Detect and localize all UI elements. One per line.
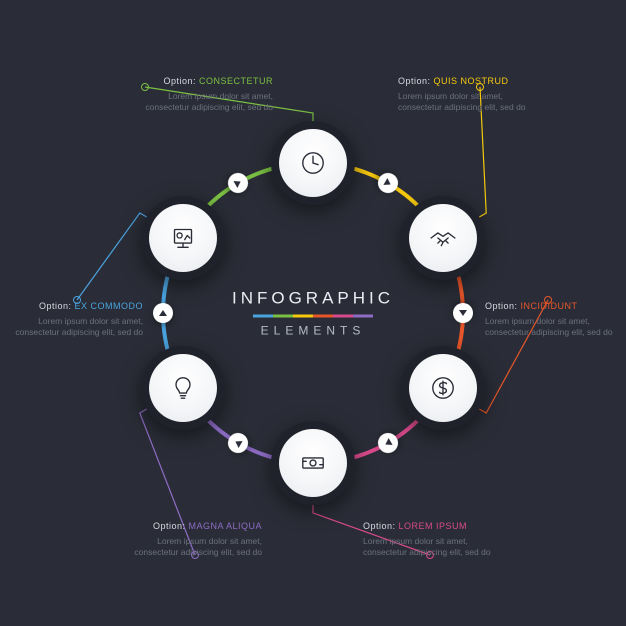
callout-label: Option: EX COMMODO (13, 300, 143, 313)
callout-label: Option: MAGNA ALIQUA (132, 520, 262, 533)
center-bars (253, 315, 373, 318)
center-title: INFOGRAPHIC (232, 289, 394, 309)
cash-icon (279, 429, 347, 497)
callout-body: Lorem ipsum dolor sit amet, consectetur … (363, 536, 493, 560)
cycle-node (141, 196, 225, 280)
cycle-node (271, 121, 355, 205)
cycle-node (401, 346, 485, 430)
handshake-icon (409, 204, 477, 272)
callout-body: Lorem ipsum dolor sit amet, consectetur … (485, 316, 615, 340)
callout: Option: CONSECTETUR Lorem ipsum dolor sit… (143, 75, 273, 114)
center-title-block: INFOGRAPHIC ELEMENTS (232, 289, 394, 338)
callout-body: Lorem ipsum dolor sit amet, consectetur … (13, 316, 143, 340)
dollar-icon (409, 354, 477, 422)
callout-body: Lorem ipsum dolor sit amet, consectetur … (143, 91, 273, 115)
callout-body: Lorem ipsum dolor sit amet, consectetur … (132, 536, 262, 560)
cycle-node (401, 196, 485, 280)
callout: Option: EX COMMODO Lorem ipsum dolor sit … (13, 300, 143, 339)
callout: Option: INCIDIDUNT Lorem ipsum dolor sit … (485, 300, 615, 339)
cycle-node (271, 421, 355, 505)
callout-label: Option: LOREM IPSUM (363, 520, 493, 533)
callout-label: Option: INCIDIDUNT (485, 300, 615, 313)
center-subtitle: ELEMENTS (232, 324, 394, 338)
chart-icon (149, 204, 217, 272)
arc-arrow-dot (153, 303, 173, 323)
callout: Option: LOREM IPSUM Lorem ipsum dolor sit… (363, 520, 493, 559)
clock-icon (279, 129, 347, 197)
cycle-node (141, 346, 225, 430)
callout-label: Option: QUIS NOSTRUD (398, 75, 528, 88)
callout: Option: MAGNA ALIQUA Lorem ipsum dolor si… (132, 520, 262, 559)
bulb-icon (149, 354, 217, 422)
arc-arrow-dot (453, 303, 473, 323)
callout-label: Option: CONSECTETUR (143, 75, 273, 88)
callout: Option: QUIS NOSTRUD Lorem ipsum dolor si… (398, 75, 528, 114)
infographic-stage: INFOGRAPHIC ELEMENTS Option: CONSECTETUR… (0, 0, 626, 626)
callout-body: Lorem ipsum dolor sit amet, consectetur … (398, 91, 528, 115)
